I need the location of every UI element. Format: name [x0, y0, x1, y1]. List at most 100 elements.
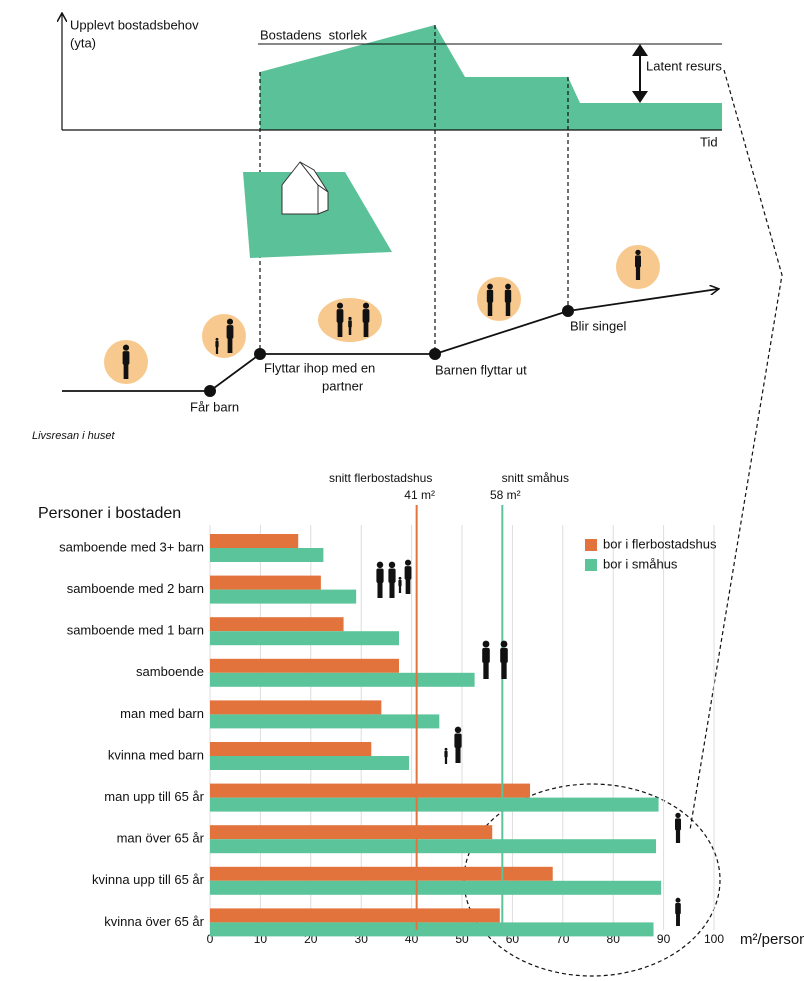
- category-label: man med barn: [120, 706, 204, 721]
- person-head: [122, 344, 130, 351]
- zoom-connector: [689, 69, 783, 831]
- person-body: [635, 255, 641, 268]
- person-icon: [675, 812, 681, 843]
- event-node: [562, 305, 574, 317]
- person-legs: [483, 662, 489, 679]
- person-body: [454, 733, 462, 748]
- person-legs: [505, 301, 511, 316]
- bar: [210, 756, 410, 770]
- x-tick-label: 100: [704, 932, 724, 946]
- category-label: samboende med 3+ barn: [59, 539, 204, 554]
- life-path: [62, 289, 718, 392]
- person-body: [675, 903, 681, 915]
- bar: [210, 658, 399, 673]
- category-label: samboende med 1 barn: [67, 623, 204, 638]
- person-body: [504, 289, 512, 303]
- person-legs: [337, 322, 343, 337]
- person-head: [336, 302, 344, 309]
- event-label: Blir singel: [570, 318, 626, 333]
- person-body: [388, 568, 396, 583]
- person-head: [398, 576, 402, 580]
- event-label: Flyttar ihop med en: [264, 360, 375, 375]
- y-axis-title: Personer i bostaden: [38, 505, 181, 522]
- person-body: [376, 568, 384, 583]
- person-legs: [398, 585, 402, 593]
- reference-name: snitt flerbostadshus: [329, 471, 432, 485]
- legend-label: bor i småhus: [603, 556, 678, 571]
- stage-icon-bg: [202, 314, 246, 358]
- latent-arrow-head: [632, 44, 648, 103]
- person-head: [444, 747, 448, 751]
- bar: [210, 839, 657, 854]
- person-head: [404, 559, 412, 566]
- reference-value: 41 m²: [404, 488, 435, 502]
- person-head: [505, 283, 511, 290]
- category-label: kvinna med barn: [108, 747, 204, 762]
- person-legs: [348, 327, 352, 335]
- person-head: [675, 897, 681, 903]
- person-head: [500, 640, 508, 648]
- event-label: partner: [322, 378, 364, 393]
- person-head: [487, 283, 493, 290]
- event-label: Barnen flyttar ut: [435, 362, 527, 377]
- person-icon: [215, 337, 219, 354]
- bar: [210, 880, 662, 895]
- person-head: [348, 316, 352, 321]
- person-head: [362, 302, 370, 309]
- person-icon: [444, 747, 448, 764]
- x-axis-label: Tid: [700, 134, 718, 149]
- event-node: [254, 348, 266, 360]
- life-diagram: Upplevt bostadsbehov (yta) Bostadens sto…: [32, 14, 783, 977]
- plot-ground: [243, 172, 392, 258]
- latent-label: Latent resurs: [646, 58, 722, 73]
- house: [281, 161, 329, 215]
- person-icon: [635, 249, 641, 280]
- person-legs: [227, 338, 233, 353]
- person-legs: [487, 301, 493, 316]
- bar: [210, 534, 299, 548]
- person-legs: [389, 582, 395, 598]
- person-body: [482, 647, 490, 664]
- caption: Livsresan i huset: [32, 430, 115, 442]
- bar: [210, 922, 654, 937]
- person-body: [486, 289, 494, 303]
- person-icon: [500, 640, 508, 679]
- bar: [210, 866, 553, 881]
- person-head: [454, 726, 462, 734]
- person-icon: [336, 302, 344, 337]
- person-icon: [226, 318, 234, 353]
- bar: [210, 575, 321, 590]
- person-legs: [455, 747, 461, 763]
- reference-value: 58 m²: [490, 488, 521, 502]
- event-node: [429, 348, 441, 360]
- person-icon: [486, 283, 494, 316]
- person-legs: [635, 266, 641, 280]
- person-head: [226, 318, 234, 325]
- legend-swatch: [585, 559, 597, 571]
- person-icon: [348, 316, 352, 335]
- category-label: samboende: [136, 664, 204, 679]
- bar: [210, 797, 659, 812]
- category-label: samboende med 2 barn: [67, 581, 204, 596]
- person-icon: [482, 640, 490, 679]
- person-body: [500, 647, 508, 664]
- person-body: [348, 320, 352, 328]
- stage-icon-bg: [477, 277, 521, 321]
- bar-chart: Personer i bostaden m²/person 0 10 20 30 40 5…: [38, 471, 804, 948]
- person-head: [388, 561, 396, 569]
- person-icon: [122, 344, 130, 379]
- person-body: [226, 325, 234, 339]
- person-icon: [398, 576, 402, 593]
- bar: [210, 548, 324, 562]
- bar: [210, 714, 440, 729]
- person-icon: [388, 561, 396, 598]
- person-legs: [675, 829, 681, 843]
- person-head: [215, 337, 219, 341]
- event-label: Får barn: [190, 399, 239, 414]
- reference-name: snitt småhus: [502, 471, 569, 485]
- category-label: kvinna upp till 65 år: [92, 872, 205, 887]
- person-body: [122, 351, 130, 365]
- person-body: [336, 309, 344, 323]
- person-icon: [404, 559, 412, 594]
